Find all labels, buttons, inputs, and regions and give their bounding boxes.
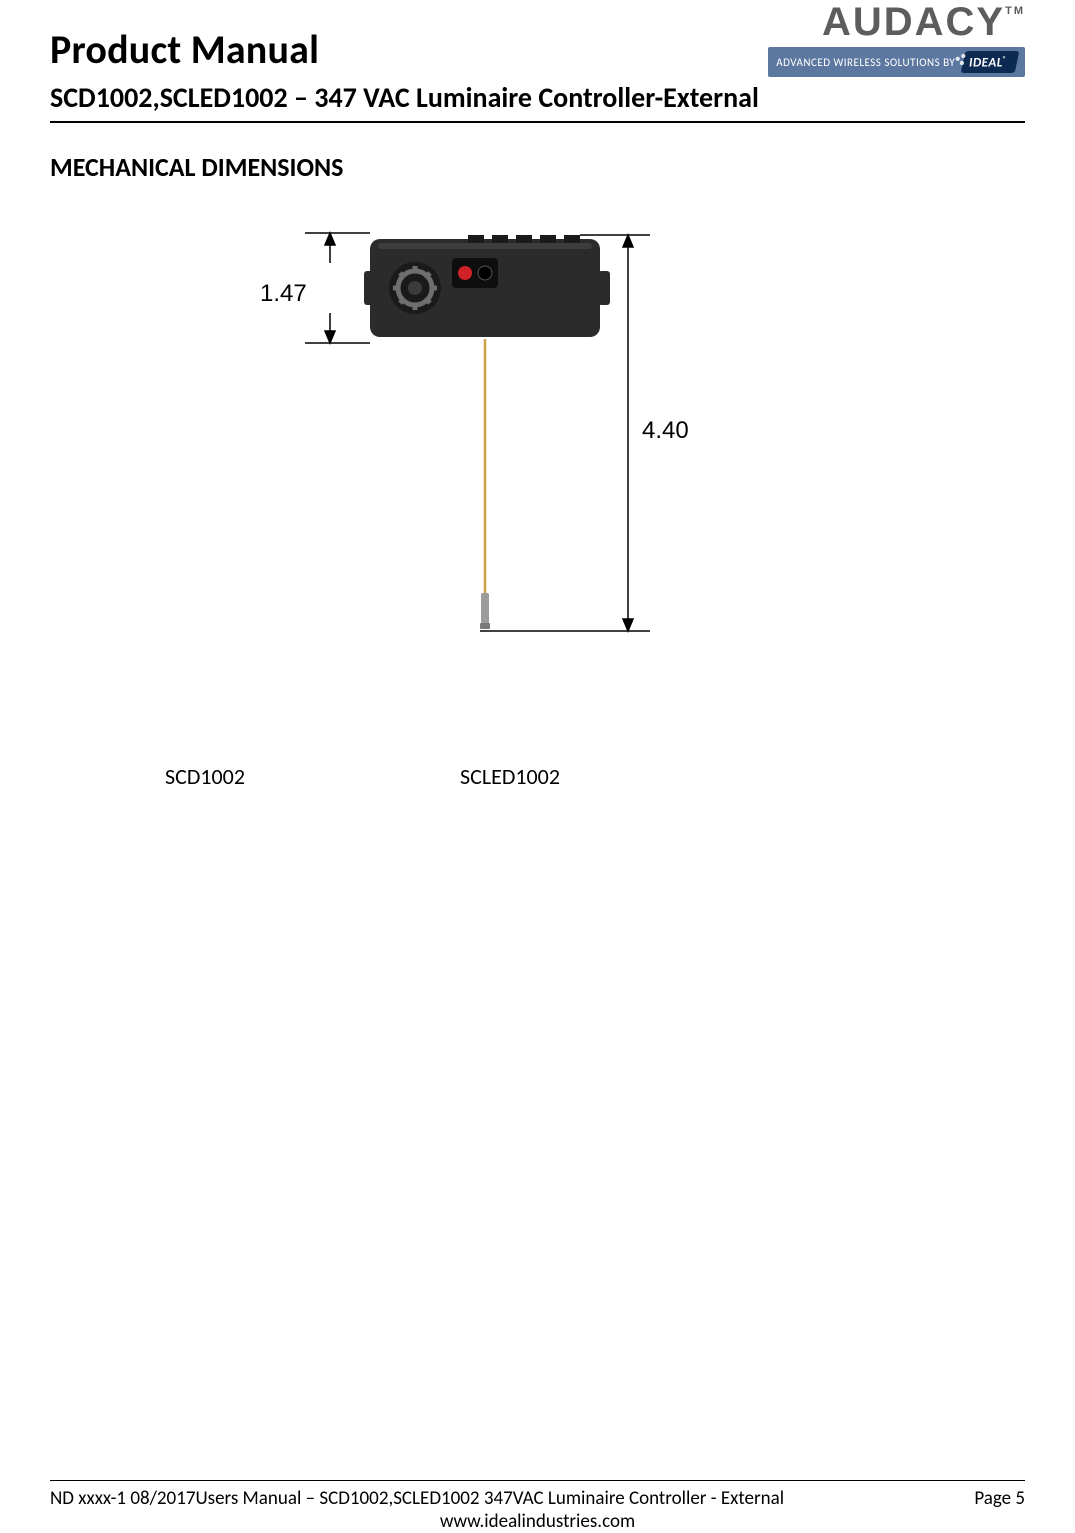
section-heading: MECHANICAL DIMENSIONS	[50, 151, 1025, 183]
model-left-label: SCD1002	[50, 763, 380, 790]
logo-tagline-bar: ADVANCED WIRELESS SOLUTIONS BY IDEAL®	[768, 47, 1025, 77]
ideal-reg: ®	[1003, 54, 1007, 63]
ideal-text: IDEAL	[969, 55, 1003, 70]
antenna-icon	[480, 339, 490, 629]
footer-url: www.idealindustries.com	[50, 1510, 1025, 1533]
page-subtitle: SCD1002,SCLED1002 – 347 VAC Luminaire Co…	[50, 80, 1025, 123]
model-labels: SCD1002 SCLED1002	[50, 763, 1025, 790]
dim-length-label: 4.40	[642, 417, 689, 444]
header: AUDACYTM ADVANCED WIRELESS SOLUTIONS BY …	[50, 0, 1025, 123]
brand-logo: AUDACYTM ADVANCED WIRELESS SOLUTIONS BY …	[768, 0, 1025, 77]
model-right-label: SCLED1002	[380, 763, 560, 790]
page-footer: ND xxxx-1 08/2017Users Manual – SCD1002,…	[50, 1480, 1025, 1533]
dim-height-lines	[305, 233, 370, 343]
logo-name: AUDACY	[822, 0, 1005, 44]
device-drawing-icon: 1.47	[260, 223, 700, 643]
device-body-icon	[364, 235, 610, 337]
ideal-badge-icon: IDEAL®	[961, 51, 1020, 73]
footer-line1: ND xxxx-1 08/2017Users Manual – SCD1002,…	[50, 1487, 962, 1510]
logo-text: AUDACYTM	[768, 0, 1025, 45]
logo-tm: TM	[1005, 5, 1025, 17]
logo-tagline: ADVANCED WIRELESS SOLUTIONS BY	[776, 56, 955, 69]
dimension-figure: 1.47	[50, 223, 1025, 653]
dim-height-label: 1.47	[260, 280, 307, 307]
footer-page: Page 5	[962, 1487, 1025, 1510]
